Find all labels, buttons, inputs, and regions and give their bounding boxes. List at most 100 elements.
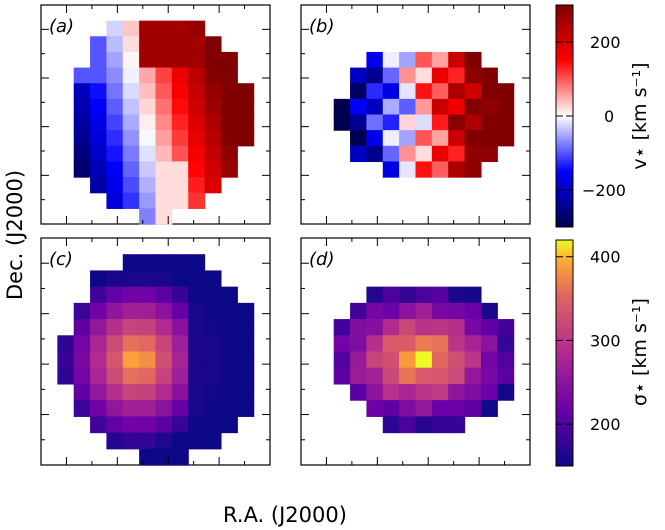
heatmap-cell <box>497 319 515 336</box>
heatmap-cell <box>204 83 222 100</box>
heatmap-cell <box>139 114 157 131</box>
heatmap-cell <box>139 416 157 434</box>
heatmap-cell <box>448 351 466 369</box>
heatmap-cell <box>188 335 206 353</box>
heatmap-cell <box>139 98 157 116</box>
heatmap-cell <box>139 67 157 84</box>
heatmap-cell <box>139 36 157 53</box>
heatmap-cell <box>431 319 449 336</box>
heatmap-cell <box>57 367 75 385</box>
heatmap-cell <box>366 335 384 353</box>
heatmap-cell <box>155 432 173 450</box>
heatmap-cell <box>204 177 222 194</box>
heatmap-cell <box>171 130 189 147</box>
heatmap-cell <box>399 383 417 401</box>
heatmap-cell <box>204 114 222 131</box>
heatmap-cell <box>122 319 140 336</box>
heatmap-cell <box>415 383 433 401</box>
heatmap-cell <box>220 286 238 304</box>
heatmap-cell <box>480 400 498 417</box>
heatmap-cell <box>188 367 206 385</box>
heatmap-cell <box>220 383 238 401</box>
heatmap-cell <box>350 83 368 100</box>
heatmap-cell <box>155 286 173 304</box>
heatmap-cell <box>382 319 400 336</box>
heatmap-cell <box>448 416 466 434</box>
colorbar-velocity-tick-2: −200 <box>582 181 626 200</box>
heatmap-cell <box>171 351 189 369</box>
heatmap-cell <box>139 130 157 147</box>
heatmap-cell <box>122 286 140 304</box>
heatmap-cell <box>399 98 417 116</box>
heatmap-cell <box>237 400 255 417</box>
heatmap-cell <box>155 383 173 401</box>
heatmap-cell <box>366 51 384 69</box>
heatmap-cell <box>399 367 417 385</box>
heatmap-cell <box>448 319 466 336</box>
heatmap-cell <box>204 432 222 450</box>
heatmap-cell <box>448 367 466 385</box>
heatmap-cell <box>188 254 206 272</box>
heatmap-cell <box>350 145 368 163</box>
heatmap-cell <box>188 351 206 369</box>
heatmap-cell <box>204 98 222 116</box>
heatmap-cell <box>350 98 368 116</box>
heatmap-cell <box>155 448 173 466</box>
heatmap-cell <box>106 83 124 100</box>
heatmap-cell <box>171 67 189 84</box>
heatmap-cell <box>382 161 400 178</box>
heatmap-cell <box>171 383 189 401</box>
heatmap-cell <box>122 177 140 194</box>
heatmap-cell <box>464 383 482 401</box>
heatmap-cell <box>155 51 173 69</box>
heatmap-d <box>333 286 515 434</box>
heatmap-cell <box>220 335 238 353</box>
heatmap-cell <box>188 416 206 434</box>
heatmap-cell <box>399 51 417 69</box>
heatmap-cell <box>415 145 433 163</box>
heatmap-cell <box>106 335 124 353</box>
heatmap-cell <box>171 335 189 353</box>
heatmap-cell <box>480 383 498 401</box>
heatmap-cell <box>73 351 91 369</box>
heatmap-cell <box>237 302 255 320</box>
heatmap-cell <box>431 51 449 69</box>
heatmap-cell <box>415 67 433 84</box>
heatmap-cell <box>464 67 482 84</box>
heatmap-cell <box>204 130 222 147</box>
heatmap-cell <box>73 145 91 163</box>
heatmap-cell <box>399 114 417 131</box>
heatmap-cell <box>106 302 124 320</box>
heatmap-cell <box>204 367 222 385</box>
heatmap-cell <box>122 161 140 178</box>
panel-a: (a) <box>40 4 271 225</box>
heatmap-cell <box>220 161 238 178</box>
heatmap-cell <box>122 383 140 401</box>
heatmap-cell <box>366 302 384 320</box>
colorbar-velocity: 200 0 −200 v⋆ [km s⁻¹] <box>555 4 651 228</box>
heatmap-cell <box>382 383 400 401</box>
heatmap-cell <box>122 192 140 209</box>
heatmap-cell <box>204 319 222 336</box>
heatmap-cell <box>171 114 189 131</box>
heatmap-cell <box>464 400 482 417</box>
heatmap-cell <box>237 335 255 353</box>
heatmap-cell <box>139 400 157 417</box>
heatmap-cell <box>448 98 466 116</box>
heatmap-cell <box>350 335 368 353</box>
heatmap-cell <box>90 130 108 147</box>
heatmap-cell <box>106 130 124 147</box>
heatmap-cell <box>464 319 482 336</box>
heatmap-cell <box>155 192 173 209</box>
heatmap-cell <box>139 319 157 336</box>
heatmap-cell <box>366 98 384 116</box>
heatmap-cell <box>220 319 238 336</box>
heatmap-cell <box>155 270 173 288</box>
heatmap-cell <box>220 302 238 320</box>
heatmap-cell <box>497 83 515 100</box>
heatmap-cell <box>480 67 498 84</box>
heatmap-cell <box>204 161 222 178</box>
heatmap-cell <box>431 67 449 84</box>
heatmap-cell <box>155 416 173 434</box>
heatmap-cell <box>188 67 206 84</box>
